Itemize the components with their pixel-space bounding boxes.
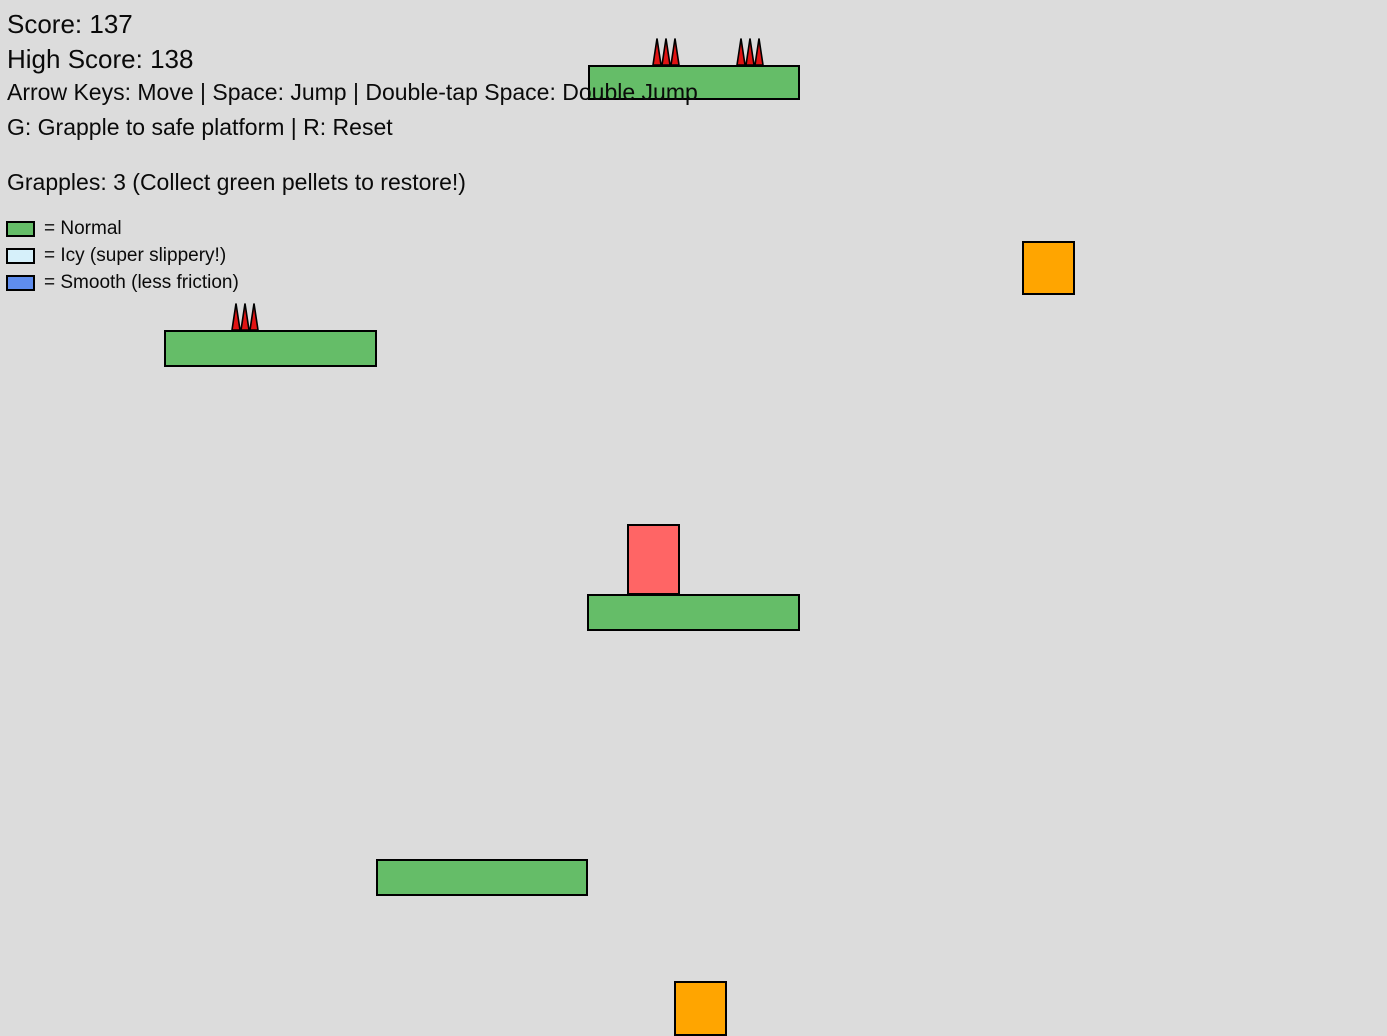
player-character [627,524,680,595]
spike-hazard-icon [736,38,764,66]
orange-block [674,981,727,1036]
platform-normal [588,65,800,100]
spike-hazard-icon [231,303,259,331]
platform-normal [587,594,800,631]
orange-block [1022,241,1075,295]
platform-normal [164,330,377,367]
spike-hazard-icon [652,38,680,66]
platform-normal [376,859,588,896]
